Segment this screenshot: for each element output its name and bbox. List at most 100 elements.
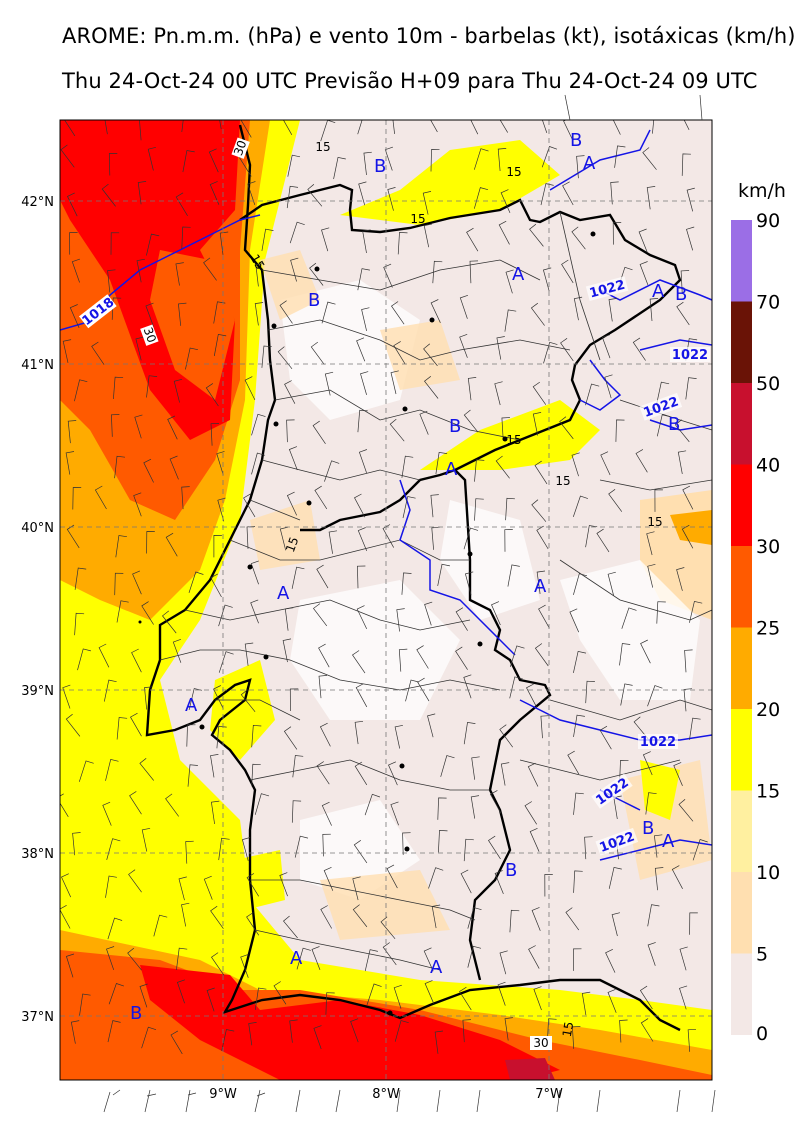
wind-barb xyxy=(213,333,227,357)
wind-barb xyxy=(132,570,142,595)
pressure-low-label: B xyxy=(642,818,654,839)
wind-barb xyxy=(135,336,144,361)
wind-barb xyxy=(434,1030,444,1054)
wind-barb xyxy=(61,873,72,898)
wind-barb xyxy=(261,345,272,368)
wind-barb xyxy=(294,835,309,858)
wind-barb xyxy=(146,531,155,554)
wind-barb xyxy=(333,156,346,180)
wind-barb xyxy=(289,221,305,244)
wind-barb xyxy=(397,232,408,255)
wind-barb xyxy=(382,942,397,966)
wind-barb xyxy=(162,610,177,634)
wind-barb xyxy=(394,724,403,749)
wind-barb xyxy=(147,146,156,171)
wind-barb xyxy=(584,836,593,860)
wind-barb xyxy=(679,985,688,1010)
wind-barb xyxy=(392,120,395,134)
wind-barb xyxy=(286,491,298,516)
wind-barb xyxy=(69,232,78,255)
wind-barb xyxy=(686,187,695,212)
wind-barb xyxy=(528,945,540,969)
wind-barb xyxy=(360,371,369,395)
wind-barb xyxy=(646,186,656,210)
wind-barb xyxy=(389,418,405,442)
wind-barb xyxy=(416,645,429,669)
wind-barb xyxy=(115,535,127,558)
wind-barb xyxy=(62,684,71,709)
spain-province-borders xyxy=(519,211,712,781)
wind-barb xyxy=(218,604,233,627)
wind-barb xyxy=(221,1029,235,1051)
wind-barb xyxy=(134,414,143,439)
wind-barb xyxy=(455,607,468,631)
wind-barb xyxy=(288,446,298,471)
wind-barb xyxy=(497,981,506,1006)
wind-barb xyxy=(571,226,586,250)
wind-barb xyxy=(683,688,693,712)
wind-barb xyxy=(216,726,227,749)
wind-barb xyxy=(652,120,655,134)
wind-barb xyxy=(491,601,501,626)
wind-barb xyxy=(533,986,542,1011)
wind-barb xyxy=(562,181,574,206)
wind-barb xyxy=(394,1020,409,1042)
wind-barb xyxy=(141,601,154,625)
wind-barb xyxy=(681,524,694,549)
wind-barb xyxy=(470,795,480,819)
wind-barb xyxy=(540,183,554,206)
isotach-label: 15 xyxy=(506,433,521,447)
wind-barb xyxy=(273,981,287,1005)
wind-barb xyxy=(321,227,330,252)
wind-barb xyxy=(467,377,477,401)
wind-barb xyxy=(543,341,558,364)
wind-barb xyxy=(638,228,648,253)
wind-barb xyxy=(687,1028,697,1052)
wind-barb xyxy=(649,298,659,322)
isotach-label: 15 xyxy=(283,535,301,554)
wind-barb xyxy=(647,685,663,707)
wind-barb xyxy=(296,947,311,970)
wind-barb xyxy=(318,675,328,699)
wind-barb xyxy=(596,528,610,553)
wind-barb xyxy=(219,120,222,130)
wind-barb xyxy=(573,792,584,815)
wind-barb xyxy=(251,763,261,787)
wind-barb xyxy=(470,120,479,135)
wind-barb xyxy=(354,720,364,745)
longitude-ticks: 9°W 8°W 7°W xyxy=(209,1087,563,1102)
wind-barb xyxy=(505,269,514,294)
wind-barb xyxy=(621,607,637,629)
wind-barb xyxy=(352,876,361,901)
wind-barb xyxy=(619,643,631,666)
wind-barb xyxy=(139,120,142,141)
wind-barb xyxy=(173,378,183,403)
wind-barb xyxy=(69,304,80,329)
wind-barbs xyxy=(60,120,708,1055)
wind-barb xyxy=(504,529,513,552)
lat-tick-label: 42°N xyxy=(21,195,54,210)
wind-barb xyxy=(358,181,367,206)
wind-barb xyxy=(676,567,685,591)
wind-barb xyxy=(645,792,657,815)
wind-barb xyxy=(286,419,295,443)
pressure-low-label: B xyxy=(675,284,687,305)
wind-barb xyxy=(473,187,489,209)
wind-barb xyxy=(386,864,398,889)
pressure-high-label: A xyxy=(662,831,675,852)
wind-barb xyxy=(307,184,323,207)
wind-barb xyxy=(678,799,694,822)
wind-barb xyxy=(290,257,299,282)
outside-barbs xyxy=(103,94,716,1113)
wind-barb xyxy=(246,873,259,897)
wind-barb xyxy=(463,409,479,433)
wind-barb xyxy=(401,455,414,478)
wind-barb xyxy=(309,262,324,286)
isotach-fill-inland-west-15 xyxy=(210,660,680,910)
lat-tick-label: 37°N xyxy=(21,1010,54,1025)
wind-barb xyxy=(320,905,333,929)
wind-barb xyxy=(499,950,508,975)
wind-barb xyxy=(417,677,430,702)
wind-barb xyxy=(469,260,479,284)
pressure-high-label: A xyxy=(277,583,290,604)
